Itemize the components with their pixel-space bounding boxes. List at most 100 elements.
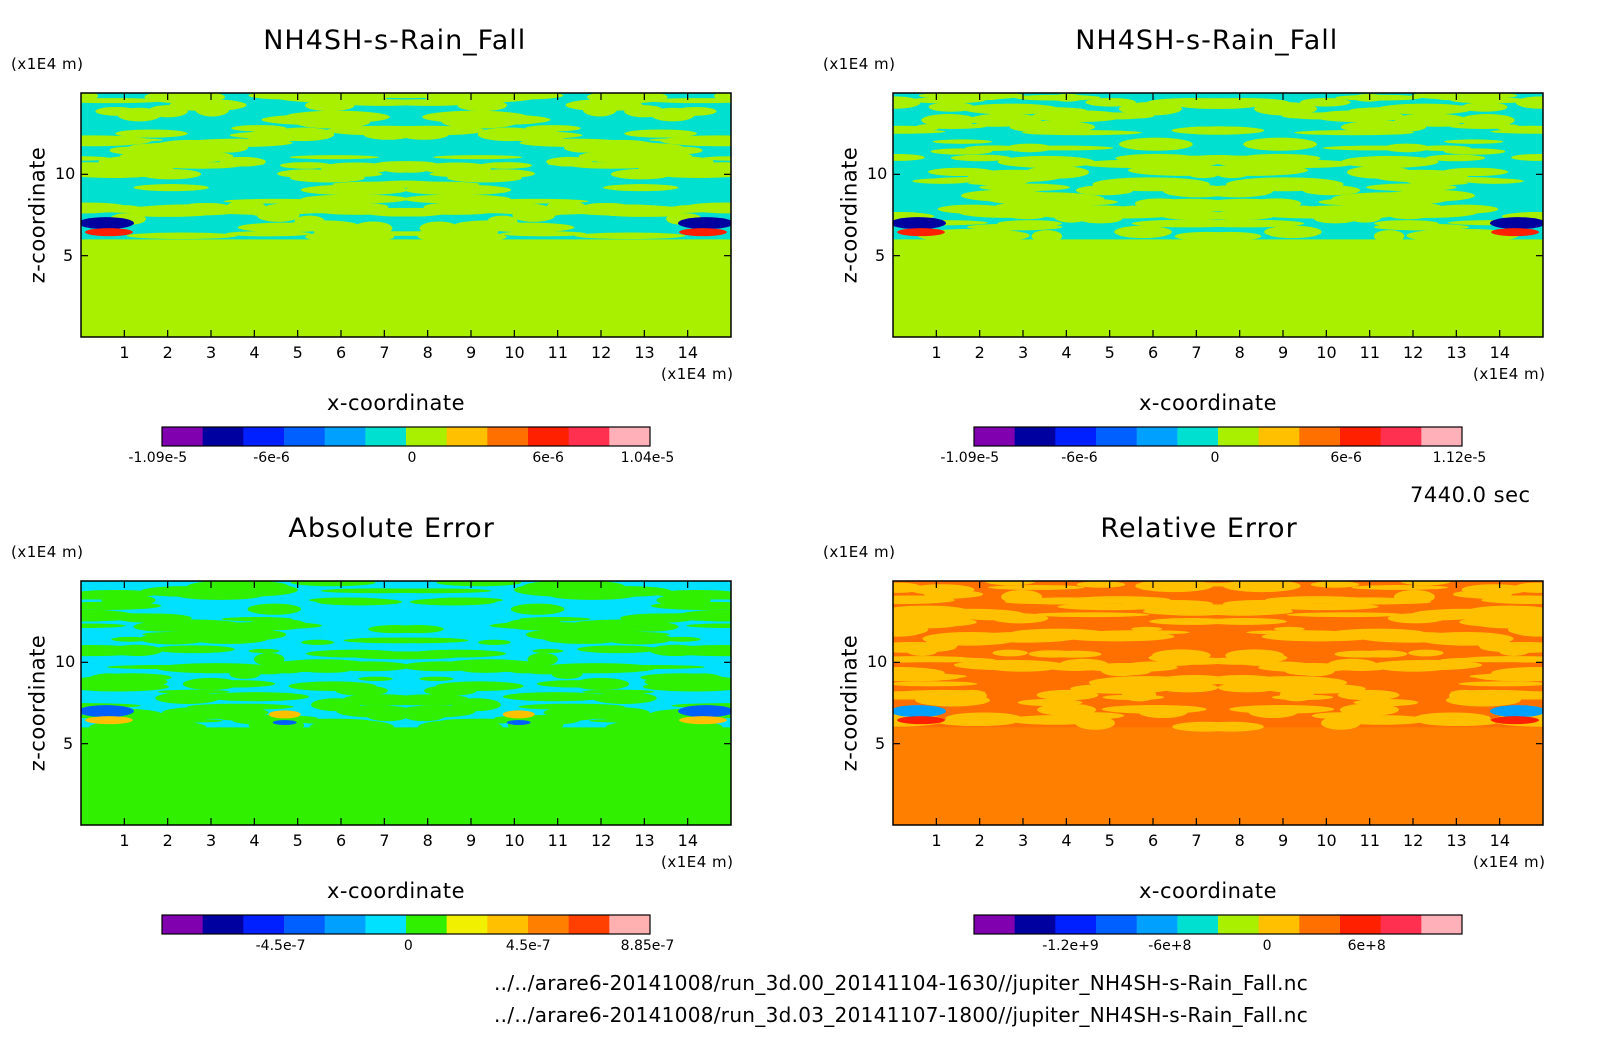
field-blob: [1459, 113, 1515, 127]
colorbar-segment: [243, 427, 285, 446]
field-blob: [536, 680, 614, 688]
field-2: [893, 93, 1543, 337]
field-blob: [316, 598, 403, 606]
field-blob: [155, 692, 220, 704]
colorbar-tick-label: -1.2e+9: [1042, 938, 1099, 954]
y-tick-label: 5: [63, 245, 74, 265]
colorbar-tick-label: -6e-6: [253, 450, 290, 466]
field-blob: [1318, 197, 1424, 206]
field-blob: [917, 228, 1030, 243]
x-tick-label: 8: [422, 831, 433, 850]
field-blob: [912, 178, 972, 184]
colorbar-segment: [162, 915, 204, 934]
colorbar-segment: [974, 427, 1016, 446]
colorbar-tick-label: 1.12e-5: [1432, 450, 1487, 466]
x-tick-label: 12: [1403, 831, 1424, 850]
x-tick-label: 13: [634, 343, 655, 362]
field-blob: [226, 200, 266, 213]
field-blob: [546, 156, 593, 167]
x-tick-label: 4: [1061, 343, 1072, 362]
panel-title: Absolute Error: [288, 513, 495, 544]
x-axis-label: x-coordinate: [1139, 391, 1278, 415]
field-blob: [1047, 650, 1102, 658]
colorbar-tick-label: 1.04e-5: [620, 450, 675, 466]
field-blob: [311, 698, 360, 712]
x-tick-label: 4: [249, 343, 260, 362]
field-blob: [436, 581, 522, 587]
field-blob: [1032, 110, 1124, 123]
field-blob: [1174, 98, 1259, 104]
field-blob: [335, 99, 428, 106]
field-blob: [195, 103, 230, 117]
colorbar-segment: [406, 427, 448, 446]
colorbar-segment: [1014, 915, 1056, 934]
field-blob: [1405, 612, 1500, 619]
field-blob: [488, 93, 564, 100]
field-3: [81, 581, 731, 825]
colorbar-segment: [202, 427, 244, 446]
field-blob: [1490, 129, 1543, 134]
field-blob: [902, 689, 986, 695]
field-blob: [1351, 585, 1449, 590]
field-blob: [647, 98, 731, 104]
field-blob: [1093, 630, 1190, 635]
field-blob: [1264, 225, 1322, 239]
field-blob: [248, 648, 280, 654]
field-blob: [1057, 603, 1163, 611]
field-blob: [713, 93, 731, 101]
field-blob: [219, 156, 266, 167]
x-tick-label: 7: [1191, 343, 1202, 362]
field-blob: [1464, 178, 1524, 184]
field-blob: [1232, 608, 1294, 615]
colorbar-segment: [1299, 427, 1341, 446]
colorbar-segment: [202, 915, 244, 934]
field-blob: [893, 153, 925, 161]
field-blob: [81, 135, 152, 147]
field-blob: [1161, 211, 1236, 221]
colorbar-segment: [568, 915, 610, 934]
field-blob: [1341, 155, 1439, 168]
field-blob: [1425, 154, 1486, 162]
colorbar-segment: [1096, 915, 1138, 934]
field-blob: [514, 582, 619, 597]
field-blob: [154, 645, 235, 654]
field-blob: [1012, 197, 1118, 206]
panel-title: Relative Error: [1100, 513, 1298, 544]
y-tick-label: 5: [63, 733, 74, 753]
field-blob: [997, 220, 1062, 227]
colorbar-segment: [609, 915, 651, 934]
colorbar-segment: [1299, 915, 1341, 934]
field-blob: [183, 202, 228, 210]
field-blob: [256, 209, 300, 222]
field-blob: [1366, 183, 1457, 192]
field-blob: [404, 184, 512, 196]
field-blob: [1311, 712, 1371, 720]
field-blob: [305, 231, 395, 243]
field-blob: [1085, 97, 1136, 107]
x-tick-label: 11: [547, 343, 569, 362]
colorbar-segment: [1055, 427, 1097, 446]
field-blob: [1474, 672, 1543, 682]
field-blob: [1122, 687, 1157, 702]
field-blob: [376, 588, 492, 594]
field-blob: [438, 114, 551, 126]
field-blob: [1286, 612, 1406, 618]
colorbar-frame: [161, 914, 651, 935]
colorbar-tick-label: -1.09e-5: [128, 450, 188, 466]
field-blob: [1514, 627, 1543, 637]
x-tick-label: 10: [504, 343, 525, 362]
field-blob: [546, 200, 586, 213]
field-blob: [1142, 608, 1204, 615]
field-blob: [1084, 160, 1188, 166]
colorbar-segment: [1340, 427, 1382, 446]
field-blob: [674, 611, 731, 622]
field-blob: [1246, 630, 1343, 635]
field-blob: [627, 155, 714, 168]
field-blob: [1413, 712, 1491, 725]
field-blob: [1312, 110, 1404, 123]
field-blob: [610, 168, 672, 180]
field-blob: [403, 709, 446, 722]
field-blob: [975, 176, 1030, 186]
edge-feature-left: [81, 217, 134, 230]
x-axis-label: x-coordinate: [327, 879, 466, 903]
